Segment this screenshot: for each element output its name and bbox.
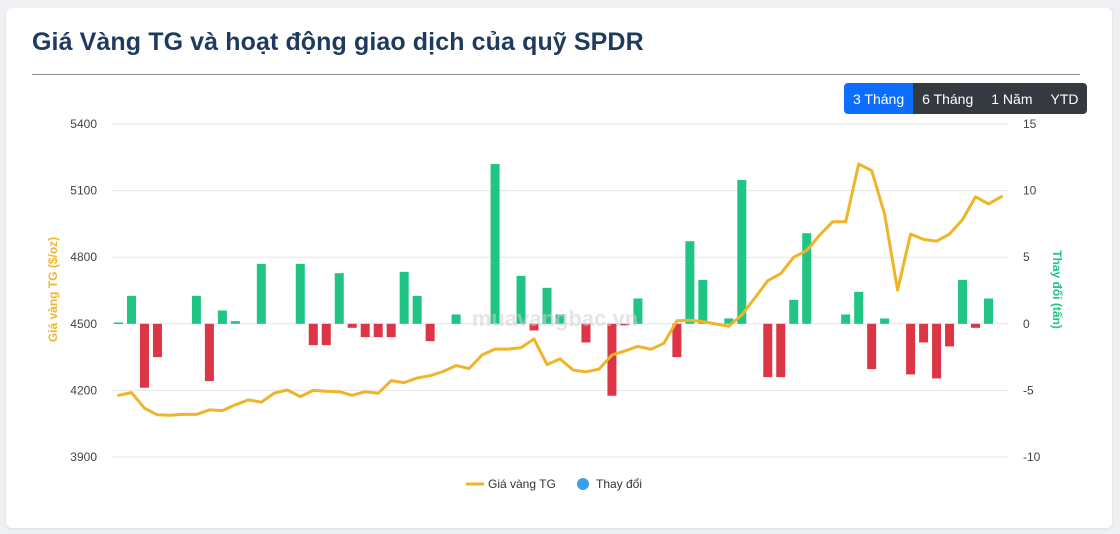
change-bar xyxy=(256,263,266,324)
change-bar xyxy=(581,323,591,343)
change-bar xyxy=(685,241,695,324)
change-bar xyxy=(152,323,162,358)
change-bar xyxy=(360,323,370,338)
change-bar xyxy=(971,323,981,328)
change-bar xyxy=(425,323,435,342)
watermark: muavangbac.vn xyxy=(472,306,638,331)
change-bar xyxy=(698,279,708,324)
change-bar xyxy=(763,323,773,378)
change-bar xyxy=(906,323,916,375)
legend-change: Thay đổi xyxy=(596,477,642,491)
left-tick-label: 4800 xyxy=(70,250,97,264)
change-bar xyxy=(191,295,201,324)
change-bar xyxy=(295,263,305,324)
change-bar xyxy=(633,298,643,324)
change-bar xyxy=(672,323,682,358)
range-button-3-thang[interactable]: 3 Tháng xyxy=(844,83,914,114)
range-selector: 3 Tháng 6 Tháng 1 Năm YTD xyxy=(844,83,1088,114)
range-button-6-thang[interactable]: 6 Tháng xyxy=(913,83,983,114)
gold-price-line xyxy=(117,162,1003,417)
right-axis-title: Thay đổi (tấn) xyxy=(1050,250,1064,329)
change-bar xyxy=(204,323,214,382)
change-bar xyxy=(841,314,851,324)
change-bar xyxy=(620,323,630,326)
change-bar xyxy=(386,323,396,338)
left-tick-label: 4200 xyxy=(70,383,97,397)
change-bar xyxy=(802,233,812,324)
change-bar xyxy=(529,323,539,331)
right-tick-label: 0 xyxy=(1023,317,1030,331)
change-bar xyxy=(139,323,149,388)
change-bar xyxy=(542,287,552,324)
right-tick-label: 5 xyxy=(1023,250,1030,264)
chart-title: Giá Vàng TG và hoạt động giao dịch của q… xyxy=(32,28,644,56)
legend-dot-swatch xyxy=(577,478,589,490)
change-bar xyxy=(880,318,890,324)
right-tick-label: 15 xyxy=(1023,117,1037,131)
range-button-1-nam[interactable]: 1 Năm xyxy=(982,83,1042,114)
change-bar xyxy=(412,295,422,324)
change-bar xyxy=(490,163,500,324)
right-tick-label: -5 xyxy=(1023,383,1034,397)
change-bar xyxy=(373,323,383,338)
change-bar xyxy=(724,318,734,324)
title-divider xyxy=(32,74,1080,75)
change-bar xyxy=(867,323,877,370)
change-bar xyxy=(217,310,227,324)
change-bar xyxy=(607,323,617,396)
right-tick-label: 10 xyxy=(1023,184,1037,198)
chart-card: Giá Vàng TG và hoạt động giao dịch của q… xyxy=(6,8,1112,528)
right-tick-label: -10 xyxy=(1023,450,1041,464)
change-bar xyxy=(919,323,929,343)
left-axis-title: Giá vàng TG ($/oz) xyxy=(46,237,60,342)
change-bar xyxy=(347,323,357,328)
change-bar xyxy=(958,279,968,324)
change-bar xyxy=(932,323,942,379)
change-bar xyxy=(126,295,136,324)
change-bar xyxy=(776,323,786,378)
range-button-ytd[interactable]: YTD xyxy=(1041,83,1088,114)
change-bar xyxy=(308,323,318,346)
change-bar xyxy=(230,321,240,324)
change-bar xyxy=(854,291,864,324)
left-tick-label: 5100 xyxy=(70,184,97,198)
change-bar xyxy=(399,271,409,324)
change-bar xyxy=(945,323,955,347)
left-tick-label: 5400 xyxy=(70,117,97,131)
left-tick-label: 3900 xyxy=(70,450,97,464)
change-bar xyxy=(113,322,123,324)
change-bar xyxy=(789,299,799,324)
change-bar xyxy=(451,314,461,324)
change-bar xyxy=(321,323,331,346)
legend-gold-price: Giá vàng TG xyxy=(488,477,556,491)
change-bar xyxy=(984,298,994,324)
change-bar xyxy=(555,314,565,324)
change-bar xyxy=(334,273,344,324)
left-tick-label: 4500 xyxy=(70,317,97,331)
change-bar xyxy=(737,179,747,324)
change-bar xyxy=(516,275,526,324)
